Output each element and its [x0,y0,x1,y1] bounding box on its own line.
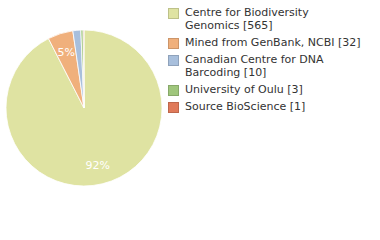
legend-swatch [168,8,179,19]
pie-slice [6,30,162,186]
data-label: 5% [58,46,75,59]
pie-slice [73,30,84,108]
legend-label: University of Oulu [3] [185,83,363,96]
pie-slice [48,31,84,108]
pie-slice [83,30,85,108]
legend-swatch [168,55,179,66]
legend-label: Canadian Centre for DNA Barcoding [10] [185,53,363,79]
legend-item: Centre for Biodiversity Genomics [565] [168,6,373,32]
pie-slice [81,30,84,108]
legend-swatch [168,38,179,49]
legend-item: Canadian Centre for DNA Barcoding [10] [168,53,373,79]
legend: Centre for Biodiversity Genomics [565] Mi… [168,6,373,117]
legend-label: Source BioScience [1] [185,100,363,113]
legend-label: Mined from GenBank, NCBI [32] [185,36,363,49]
data-label: 92% [85,159,109,172]
legend-swatch [168,102,179,113]
legend-label: Centre for Biodiversity Genomics [565] [185,6,363,32]
legend-item: University of Oulu [3] [168,83,373,96]
legend-item: Source BioScience [1] [168,100,373,113]
legend-swatch [168,85,179,96]
legend-item: Mined from GenBank, NCBI [32] [168,36,373,49]
